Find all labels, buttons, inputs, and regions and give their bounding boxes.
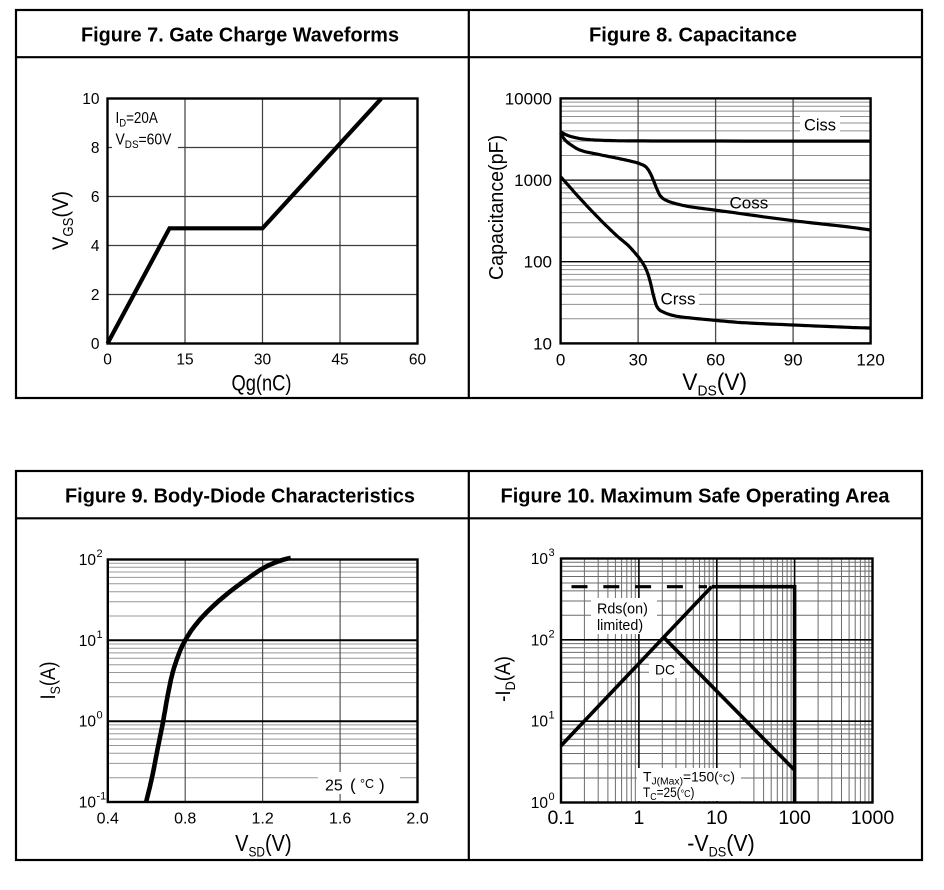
svg-text:DC: DC <box>655 662 675 677</box>
svg-text:3: 3 <box>549 547 555 559</box>
svg-text:6: 6 <box>91 189 100 206</box>
svg-text:Figure 8. Capacitance: Figure 8. Capacitance <box>589 25 797 47</box>
svg-text:2: 2 <box>549 628 555 640</box>
svg-text:10: 10 <box>531 795 549 812</box>
svg-text:10: 10 <box>79 633 97 650</box>
svg-text:Figure 9. Body-Diode Character: Figure 9. Body-Diode Characteristics <box>65 486 415 508</box>
svg-text:VDS=60V: VDS=60V <box>116 132 173 152</box>
svg-text:0: 0 <box>97 710 103 722</box>
svg-text:Ciss: Ciss <box>804 116 836 135</box>
svg-text:10000: 10000 <box>505 89 552 108</box>
svg-text:-ID(A): -ID(A) <box>492 656 518 702</box>
svg-text:IS(A): IS(A) <box>37 662 63 700</box>
svg-text:10: 10 <box>533 334 552 353</box>
svg-text:60: 60 <box>409 352 427 369</box>
svg-text:60: 60 <box>706 350 725 369</box>
svg-text:0.4: 0.4 <box>97 811 119 828</box>
svg-text:1.6: 1.6 <box>329 811 351 828</box>
svg-text:8: 8 <box>91 140 100 157</box>
svg-text:10: 10 <box>79 552 97 569</box>
svg-text:VDS(V): VDS(V) <box>682 369 747 400</box>
svg-text:2.0: 2.0 <box>406 811 428 828</box>
svg-text:VGS(V): VGS(V) <box>48 191 77 250</box>
svg-text:°C: °C <box>360 777 374 791</box>
svg-text:Figure 10. Maximum Safe Operat: Figure 10. Maximum Safe Operating Area <box>501 486 891 508</box>
svg-text:10: 10 <box>82 91 100 108</box>
svg-text:0.1: 0.1 <box>547 807 574 829</box>
svg-text:45: 45 <box>331 352 348 369</box>
svg-text:2: 2 <box>91 287 100 304</box>
svg-text:120: 120 <box>856 350 884 369</box>
svg-text:0: 0 <box>103 352 112 369</box>
svg-text:4: 4 <box>91 238 100 255</box>
svg-text:10: 10 <box>79 714 97 731</box>
svg-text:Crss: Crss <box>661 289 696 308</box>
svg-text:100: 100 <box>524 253 552 272</box>
svg-text:-VDS(V): -VDS(V) <box>687 830 754 860</box>
svg-text:1000: 1000 <box>851 807 895 829</box>
svg-text:2: 2 <box>97 548 103 560</box>
svg-text:-1: -1 <box>97 791 107 803</box>
svg-text:VSD(V): VSD(V) <box>235 830 292 860</box>
svg-text:1: 1 <box>97 629 103 641</box>
svg-text:25: 25 <box>325 778 343 795</box>
svg-text:10: 10 <box>706 807 728 829</box>
svg-text:90: 90 <box>784 350 803 369</box>
svg-text:ID=20A: ID=20A <box>116 110 159 130</box>
svg-text:10: 10 <box>79 795 97 812</box>
svg-text:(: ( <box>350 776 356 795</box>
svg-text:limited): limited) <box>597 618 643 634</box>
svg-text:Rds(on): Rds(on) <box>597 602 648 618</box>
svg-text:0.8: 0.8 <box>174 811 196 828</box>
svg-text:1000: 1000 <box>514 171 552 190</box>
svg-text:15: 15 <box>176 352 193 369</box>
svg-text:): ) <box>379 776 385 795</box>
svg-text:10: 10 <box>531 551 549 568</box>
svg-text:0: 0 <box>556 350 565 369</box>
svg-text:Qg(nC): Qg(nC) <box>232 371 292 396</box>
svg-text:30: 30 <box>254 352 272 369</box>
svg-text:1: 1 <box>633 807 644 829</box>
svg-text:30: 30 <box>629 350 648 369</box>
svg-text:Capacitance(pF): Capacitance(pF) <box>486 135 508 280</box>
svg-text:10: 10 <box>531 714 549 731</box>
svg-text:0: 0 <box>91 336 100 353</box>
svg-text:TC=25(°C): TC=25(°C) <box>643 785 695 803</box>
svg-text:100: 100 <box>778 807 811 829</box>
svg-text:1: 1 <box>549 710 555 722</box>
svg-text:Coss: Coss <box>730 194 769 213</box>
svg-text:1.2: 1.2 <box>251 811 273 828</box>
svg-text:10: 10 <box>531 632 549 649</box>
svg-text:Figure 7. Gate Charge Waveform: Figure 7. Gate Charge Waveforms <box>81 25 399 47</box>
svg-text:0: 0 <box>549 791 555 803</box>
